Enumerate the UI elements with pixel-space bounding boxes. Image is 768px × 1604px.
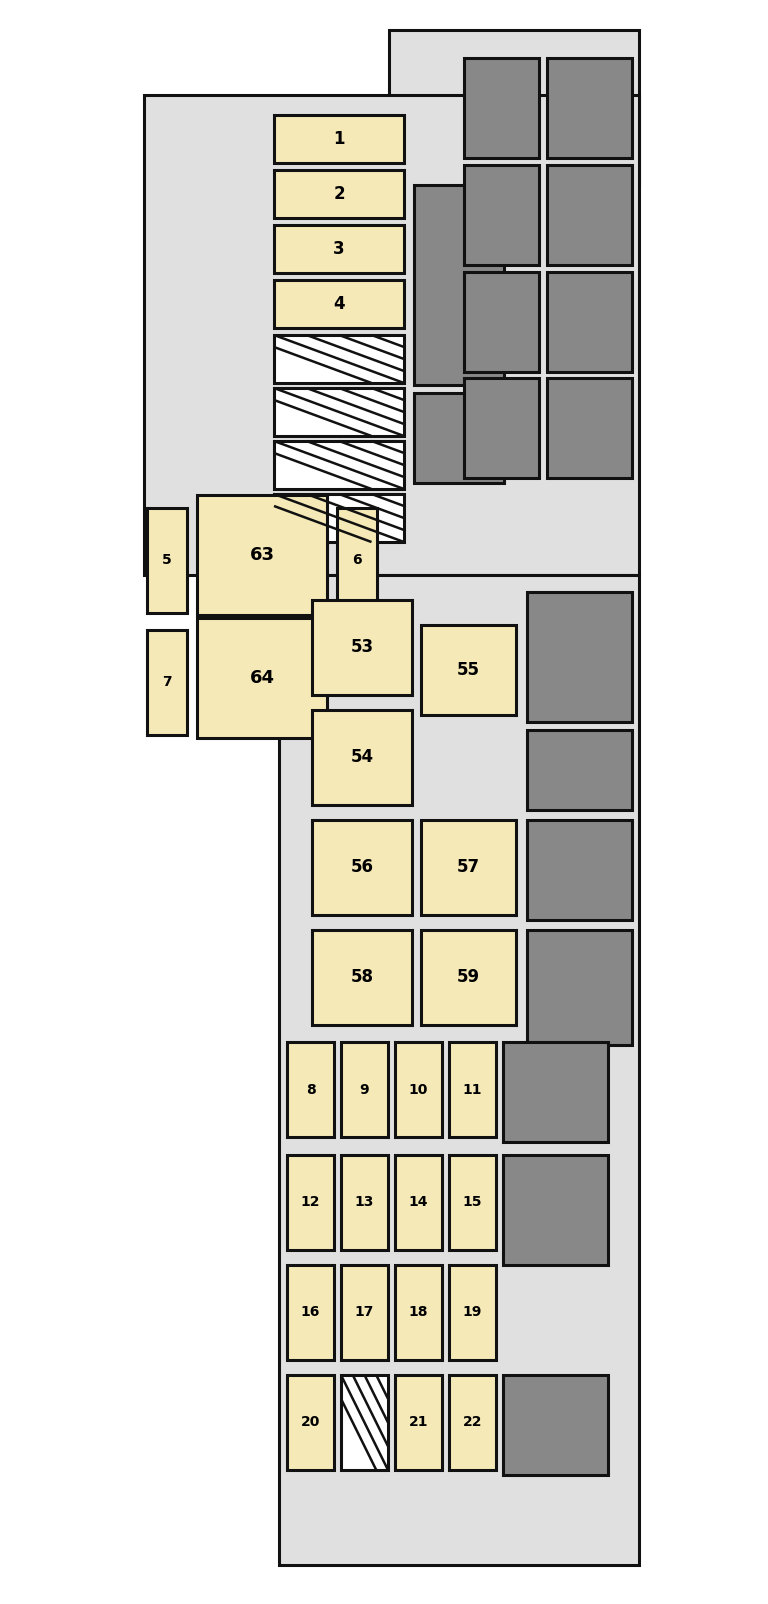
Text: 17: 17: [355, 1306, 374, 1320]
Text: 64: 64: [250, 669, 274, 687]
Bar: [503, 1043, 608, 1142]
Text: 10: 10: [409, 1083, 429, 1097]
Bar: [287, 1043, 334, 1137]
Bar: [144, 95, 639, 574]
Bar: [312, 930, 412, 1025]
Text: 14: 14: [409, 1195, 429, 1209]
Bar: [312, 711, 412, 805]
Bar: [421, 626, 516, 715]
Bar: [341, 1266, 388, 1360]
Bar: [395, 1266, 442, 1360]
Bar: [395, 1043, 442, 1137]
Text: 53: 53: [350, 638, 373, 656]
Bar: [147, 630, 187, 735]
Text: 2: 2: [333, 184, 345, 204]
Bar: [274, 335, 404, 383]
Bar: [197, 496, 327, 614]
Bar: [421, 820, 516, 914]
Text: 13: 13: [355, 1195, 374, 1209]
Bar: [287, 1266, 334, 1360]
Text: 18: 18: [409, 1306, 429, 1320]
Text: 12: 12: [301, 1195, 320, 1209]
Text: 55: 55: [457, 661, 480, 678]
Bar: [279, 574, 639, 1566]
Bar: [197, 618, 327, 738]
Bar: [547, 273, 632, 372]
Bar: [274, 170, 404, 218]
Text: 8: 8: [306, 1083, 316, 1097]
Bar: [312, 820, 412, 914]
Text: 11: 11: [463, 1083, 482, 1097]
Text: 58: 58: [350, 969, 373, 986]
Bar: [547, 165, 632, 265]
Text: 54: 54: [350, 749, 373, 767]
Bar: [337, 508, 377, 613]
Bar: [312, 600, 412, 695]
Bar: [464, 58, 539, 159]
Text: 9: 9: [359, 1083, 369, 1097]
Bar: [464, 273, 539, 372]
Bar: [287, 1155, 334, 1250]
Text: 59: 59: [457, 969, 480, 986]
Text: 19: 19: [463, 1306, 482, 1320]
Bar: [464, 165, 539, 265]
Text: 7: 7: [162, 675, 172, 690]
Bar: [274, 225, 404, 273]
Bar: [274, 115, 404, 164]
Bar: [287, 1375, 334, 1469]
Text: 20: 20: [301, 1415, 320, 1429]
Bar: [395, 1155, 442, 1250]
Text: 1: 1: [333, 130, 345, 148]
Bar: [449, 1043, 496, 1137]
Bar: [274, 388, 404, 436]
Text: 57: 57: [457, 858, 480, 876]
Bar: [341, 1043, 388, 1137]
Bar: [464, 379, 539, 478]
Bar: [414, 393, 504, 483]
Text: 21: 21: [409, 1415, 429, 1429]
Bar: [449, 1155, 496, 1250]
Text: 63: 63: [250, 545, 274, 565]
Bar: [449, 1266, 496, 1360]
Bar: [527, 820, 632, 921]
Bar: [527, 730, 632, 810]
Bar: [414, 184, 504, 385]
Text: 16: 16: [301, 1306, 320, 1320]
Bar: [389, 30, 639, 184]
Bar: [547, 379, 632, 478]
Text: 4: 4: [333, 295, 345, 313]
Bar: [527, 592, 632, 722]
Bar: [341, 1155, 388, 1250]
Text: 3: 3: [333, 241, 345, 258]
Text: 22: 22: [463, 1415, 482, 1429]
Text: 5: 5: [162, 553, 172, 568]
Bar: [527, 930, 632, 1044]
Bar: [274, 494, 404, 542]
Bar: [503, 1375, 608, 1476]
Text: 6: 6: [353, 553, 362, 568]
Text: 15: 15: [463, 1195, 482, 1209]
Bar: [274, 281, 404, 327]
Bar: [421, 930, 516, 1025]
Bar: [547, 58, 632, 159]
Bar: [274, 441, 404, 489]
Bar: [503, 1155, 608, 1266]
Text: 56: 56: [350, 858, 373, 876]
Bar: [395, 1375, 442, 1469]
Bar: [147, 508, 187, 613]
Bar: [449, 1375, 496, 1469]
Bar: [341, 1375, 388, 1469]
